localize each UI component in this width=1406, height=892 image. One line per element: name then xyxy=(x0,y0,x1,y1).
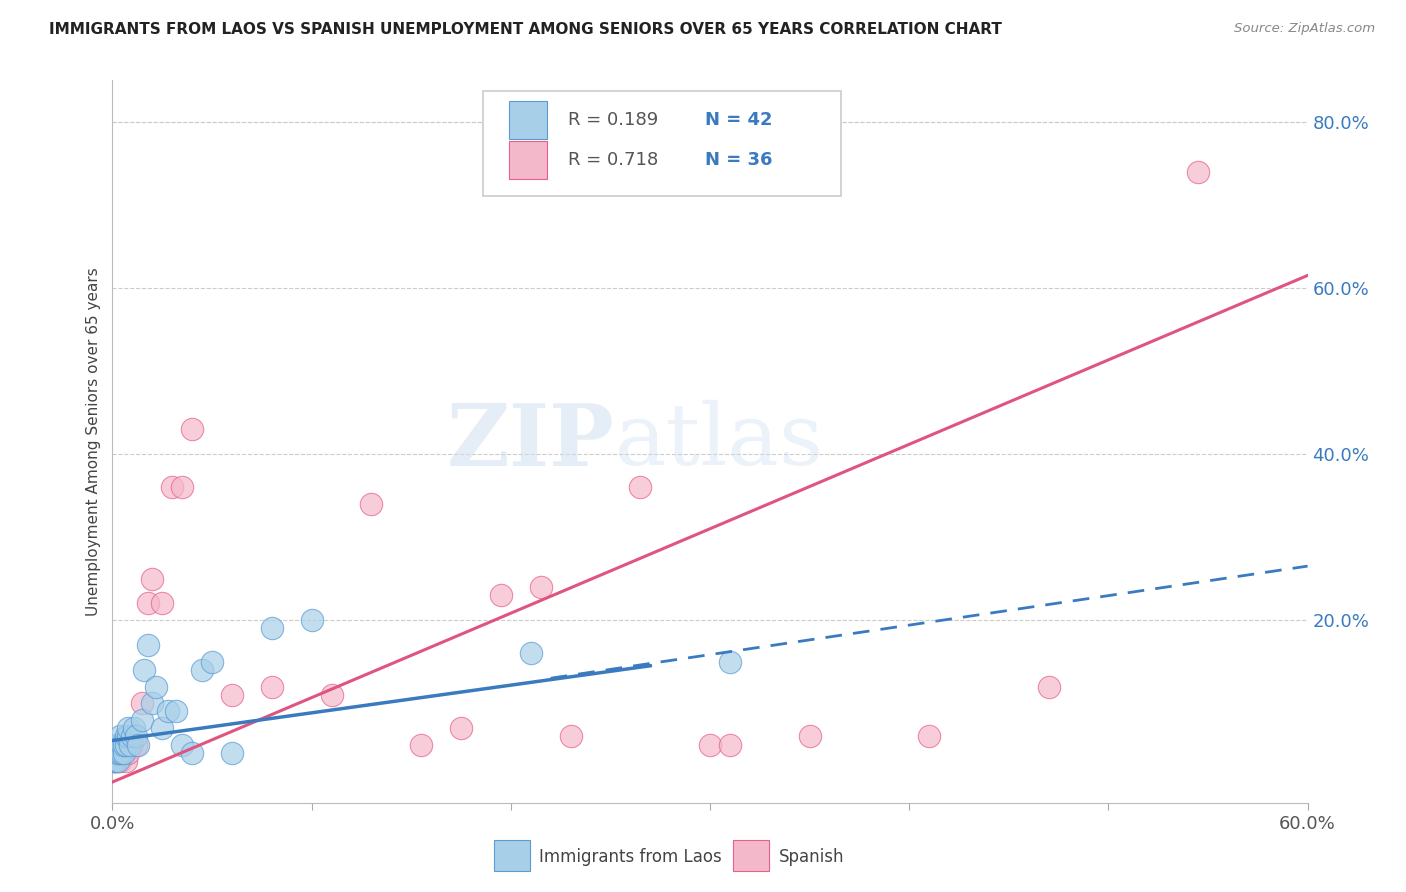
Point xyxy=(107,754,129,768)
Point xyxy=(124,721,146,735)
Point xyxy=(105,754,128,768)
Point xyxy=(141,696,163,710)
Text: ZIP: ZIP xyxy=(447,400,614,483)
Point xyxy=(107,746,129,760)
Point xyxy=(799,730,821,744)
FancyBboxPatch shape xyxy=(509,141,547,178)
Point xyxy=(125,730,148,744)
Point xyxy=(117,746,139,760)
Text: Immigrants from Laos: Immigrants from Laos xyxy=(538,848,721,866)
Point xyxy=(162,480,183,494)
FancyBboxPatch shape xyxy=(733,840,769,871)
Point xyxy=(301,613,323,627)
Text: Source: ZipAtlas.com: Source: ZipAtlas.com xyxy=(1234,22,1375,36)
Point xyxy=(127,738,149,752)
Point xyxy=(105,746,128,760)
Point xyxy=(103,754,125,768)
Point xyxy=(628,480,651,494)
Point xyxy=(111,746,134,760)
Point xyxy=(121,730,143,744)
Point xyxy=(103,746,125,760)
Point xyxy=(1038,680,1060,694)
Point xyxy=(110,754,132,768)
Point xyxy=(114,746,135,760)
Point xyxy=(560,730,582,744)
Point xyxy=(115,754,138,768)
Point xyxy=(1187,164,1209,178)
Point xyxy=(121,738,143,752)
Point xyxy=(718,738,741,752)
Point xyxy=(221,746,243,760)
FancyBboxPatch shape xyxy=(509,101,547,139)
Point xyxy=(530,580,553,594)
Point xyxy=(125,738,148,752)
Point xyxy=(165,705,187,719)
Point xyxy=(191,663,214,677)
Point xyxy=(221,688,243,702)
Text: R = 0.189: R = 0.189 xyxy=(568,111,658,129)
Text: atlas: atlas xyxy=(614,400,824,483)
Point xyxy=(450,721,472,735)
Point xyxy=(107,746,129,760)
Point xyxy=(114,746,135,760)
Point xyxy=(105,746,128,760)
Point xyxy=(115,730,138,744)
Point xyxy=(699,738,721,752)
Text: IMMIGRANTS FROM LAOS VS SPANISH UNEMPLOYMENT AMONG SENIORS OVER 65 YEARS CORRELA: IMMIGRANTS FROM LAOS VS SPANISH UNEMPLOY… xyxy=(49,22,1002,37)
Point xyxy=(918,730,941,744)
Point xyxy=(103,754,125,768)
Point xyxy=(103,746,125,760)
Y-axis label: Unemployment Among Seniors over 65 years: Unemployment Among Seniors over 65 years xyxy=(86,268,101,615)
Point xyxy=(157,705,180,719)
Point xyxy=(411,738,433,752)
Point xyxy=(360,497,382,511)
Point xyxy=(718,655,741,669)
Point xyxy=(117,730,139,744)
Point xyxy=(131,713,153,727)
Text: N = 42: N = 42 xyxy=(706,111,773,129)
Point xyxy=(131,696,153,710)
Point xyxy=(114,738,135,752)
Point xyxy=(201,655,224,669)
Point xyxy=(107,754,129,768)
Point xyxy=(321,688,343,702)
Point xyxy=(107,738,129,752)
Point xyxy=(110,746,132,760)
Text: R = 0.718: R = 0.718 xyxy=(568,151,658,169)
Point xyxy=(105,738,128,752)
Point xyxy=(111,746,134,760)
Point xyxy=(115,738,138,752)
Point xyxy=(172,738,194,752)
Point xyxy=(150,597,173,611)
Point xyxy=(120,738,142,752)
FancyBboxPatch shape xyxy=(494,840,530,871)
Point xyxy=(134,663,156,677)
Point xyxy=(172,480,194,494)
Point xyxy=(260,621,283,635)
Point xyxy=(260,680,283,694)
Point xyxy=(181,746,204,760)
FancyBboxPatch shape xyxy=(484,91,842,196)
Point xyxy=(141,572,163,586)
Text: Spanish: Spanish xyxy=(779,848,845,866)
Point xyxy=(111,738,134,752)
Point xyxy=(138,597,160,611)
Point xyxy=(138,638,160,652)
Point xyxy=(105,754,128,768)
Point xyxy=(110,738,132,752)
Point xyxy=(150,721,173,735)
Point xyxy=(110,730,132,744)
Text: N = 36: N = 36 xyxy=(706,151,773,169)
Point xyxy=(117,721,139,735)
Point xyxy=(181,422,204,436)
Point xyxy=(520,646,543,660)
Point xyxy=(103,754,125,768)
Point xyxy=(489,588,512,602)
Point xyxy=(145,680,167,694)
